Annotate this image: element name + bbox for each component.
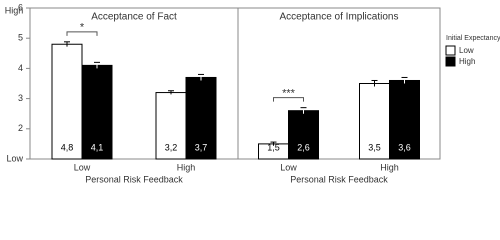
x-tick-label: High <box>177 162 196 172</box>
bar <box>288 110 319 160</box>
y-tick-label: 6 <box>18 2 23 12</box>
panel-title: Acceptance of Implications <box>280 12 399 23</box>
significance-bracket <box>273 97 304 102</box>
bar <box>389 79 420 160</box>
value-label: 3,6 <box>398 142 411 152</box>
x-tick-label: Low <box>74 162 91 172</box>
x-tick-label: Low <box>280 162 297 172</box>
significance-bracket <box>66 31 98 36</box>
chart: High Acceptance of Fact Personal Risk Fee… <box>5 2 500 184</box>
value-label: 3,5 <box>368 142 381 152</box>
legend-swatch <box>445 45 456 56</box>
x-tick-label: High <box>380 162 399 172</box>
x-axis-label: Personal Risk Feedback <box>290 174 388 184</box>
panel-title: Acceptance of Fact <box>91 12 177 23</box>
y-tick-label: 4 <box>18 63 23 73</box>
y-tick-label: Low <box>6 153 23 163</box>
value-label: 3,7 <box>195 142 208 152</box>
value-label: 4,1 <box>91 142 104 152</box>
panel-frame <box>237 7 441 160</box>
y-top-label: High <box>5 5 24 15</box>
x-axis-label: Personal Risk Feedback <box>85 174 183 184</box>
y-tick-label: 3 <box>18 93 23 103</box>
y-tick-label: 5 <box>18 33 23 43</box>
bar <box>81 64 113 160</box>
bar <box>155 92 187 160</box>
significance-label: *** <box>282 88 296 100</box>
value-label: 4,8 <box>61 142 74 152</box>
y-tick-label: 2 <box>18 123 23 133</box>
value-label: 2,6 <box>297 142 310 152</box>
significance-label: * <box>80 22 85 34</box>
legend-label: High <box>459 57 475 66</box>
legend-swatch <box>445 56 456 67</box>
value-label: 3,2 <box>165 142 178 152</box>
legend-title: Initial Expectancy <box>446 35 500 42</box>
legend-label: Low <box>459 46 474 55</box>
value-label: 1,5 <box>267 142 280 152</box>
